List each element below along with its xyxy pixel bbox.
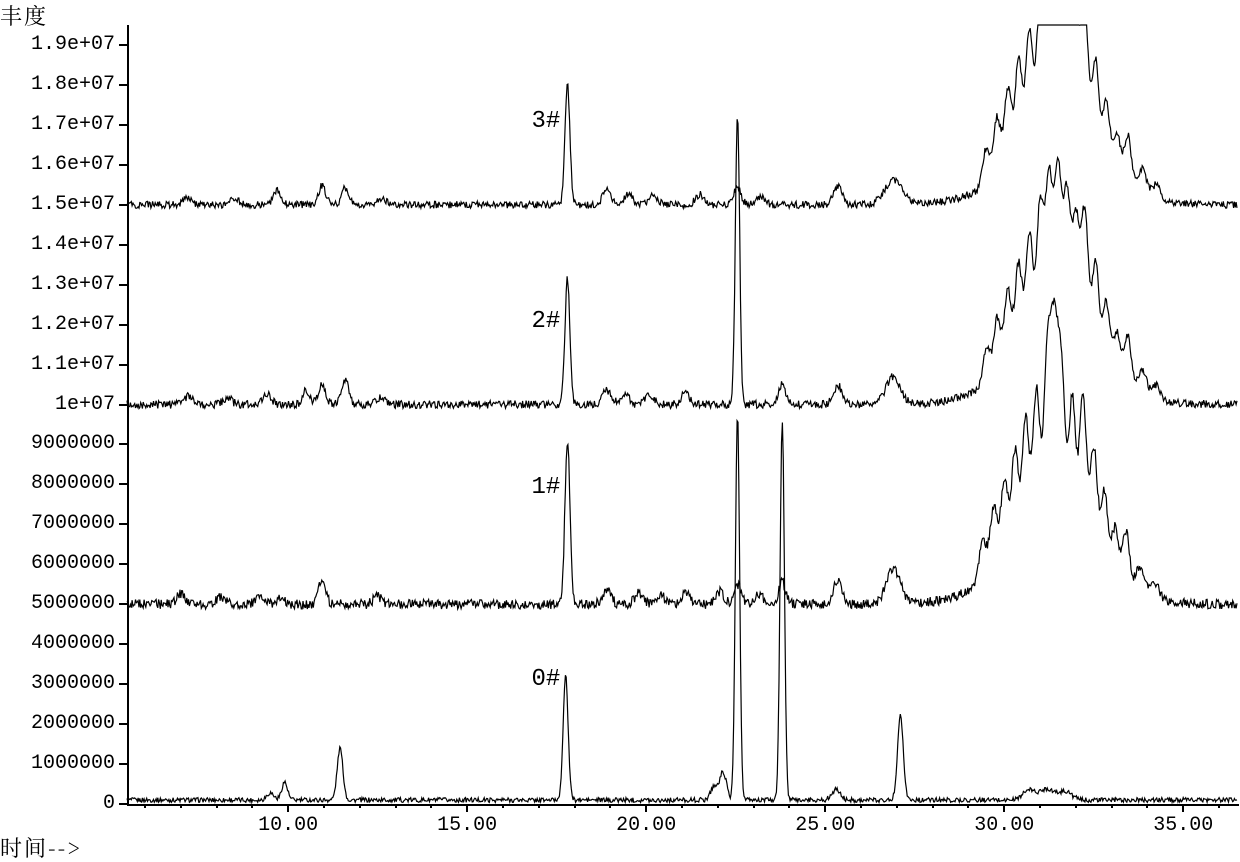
y-tick bbox=[119, 483, 127, 485]
x-minor-tick bbox=[180, 804, 182, 808]
x-tick bbox=[645, 804, 647, 812]
y-tick-label: 1.9e+07 bbox=[31, 33, 115, 56]
y-tick bbox=[119, 44, 127, 46]
y-tick bbox=[119, 523, 127, 525]
x-minor-tick bbox=[609, 804, 611, 808]
y-tick bbox=[119, 244, 127, 246]
x-tick bbox=[1003, 804, 1005, 812]
y-tick-label: 7000000 bbox=[31, 512, 115, 535]
x-minor-tick bbox=[1039, 804, 1041, 808]
y-tick bbox=[119, 164, 127, 166]
y-tick bbox=[119, 364, 127, 366]
y-tick bbox=[119, 803, 127, 805]
x-minor-tick bbox=[1111, 804, 1113, 808]
x-tick-label: 20.00 bbox=[616, 814, 676, 837]
y-tick-label: 1.4e+07 bbox=[31, 233, 115, 256]
y-tick-label: 1.5e+07 bbox=[31, 193, 115, 216]
trace-label-1: 1# bbox=[532, 474, 561, 501]
y-tick bbox=[119, 284, 127, 286]
x-tick-label: 15.00 bbox=[437, 814, 497, 837]
y-tick-label: 2000000 bbox=[31, 712, 115, 735]
x-tick bbox=[824, 804, 826, 812]
x-minor-tick bbox=[932, 804, 934, 808]
y-tick-label: 6000000 bbox=[31, 552, 115, 575]
x-minor-tick bbox=[502, 804, 504, 808]
y-tick bbox=[119, 443, 127, 445]
y-tick bbox=[119, 404, 127, 406]
x-minor-tick bbox=[788, 804, 790, 808]
y-tick-label: 1.7e+07 bbox=[31, 113, 115, 136]
x-minor-tick bbox=[574, 804, 576, 808]
x-tick bbox=[287, 804, 289, 812]
trace-3 bbox=[127, 25, 1237, 208]
y-tick-label: 0 bbox=[103, 792, 115, 815]
x-tick-label: 10.00 bbox=[258, 814, 318, 837]
y-tick bbox=[119, 324, 127, 326]
x-minor-tick bbox=[144, 804, 146, 808]
x-tick-label: 25.00 bbox=[795, 814, 855, 837]
y-tick bbox=[119, 763, 127, 765]
y-tick-label: 8000000 bbox=[31, 472, 115, 495]
x-minor-tick bbox=[216, 804, 218, 808]
y-tick bbox=[119, 643, 127, 645]
chromatogram-traces bbox=[0, 0, 1240, 862]
x-minor-tick bbox=[251, 804, 253, 808]
x-minor-tick bbox=[717, 804, 719, 808]
y-tick-label: 1.8e+07 bbox=[31, 73, 115, 96]
x-minor-tick bbox=[860, 804, 862, 808]
y-tick-label: 3000000 bbox=[31, 672, 115, 695]
y-tick-label: 1.6e+07 bbox=[31, 153, 115, 176]
y-tick bbox=[119, 204, 127, 206]
y-tick-label: 1e+07 bbox=[55, 393, 115, 416]
y-tick bbox=[119, 563, 127, 565]
x-tick-label: 30.00 bbox=[974, 814, 1034, 837]
x-minor-tick bbox=[1146, 804, 1148, 808]
y-tick bbox=[119, 124, 127, 126]
x-minor-tick bbox=[896, 804, 898, 808]
x-tick-label: 35.00 bbox=[1153, 814, 1213, 837]
trace-label-0: 0# bbox=[532, 666, 561, 693]
x-minor-tick bbox=[538, 804, 540, 808]
x-tick bbox=[466, 804, 468, 812]
y-tick bbox=[119, 603, 127, 605]
trace-0 bbox=[127, 421, 1237, 803]
x-minor-tick bbox=[1075, 804, 1077, 808]
y-tick-label: 1.1e+07 bbox=[31, 353, 115, 376]
y-tick-label: 1000000 bbox=[31, 752, 115, 775]
y-tick-label: 1.3e+07 bbox=[31, 273, 115, 296]
x-minor-tick bbox=[967, 804, 969, 808]
trace-label-3: 3# bbox=[532, 108, 561, 135]
y-tick bbox=[119, 84, 127, 86]
y-tick-label: 9000000 bbox=[31, 432, 115, 455]
x-minor-tick bbox=[430, 804, 432, 808]
x-minor-tick bbox=[395, 804, 397, 808]
x-minor-tick bbox=[753, 804, 755, 808]
trace-1 bbox=[127, 298, 1237, 609]
x-minor-tick bbox=[681, 804, 683, 808]
x-minor-tick bbox=[359, 804, 361, 808]
y-tick bbox=[119, 723, 127, 725]
x-minor-tick bbox=[323, 804, 325, 808]
x-tick bbox=[1182, 804, 1184, 812]
y-tick-label: 5000000 bbox=[31, 592, 115, 615]
x-minor-tick bbox=[1218, 804, 1220, 808]
y-tick-label: 4000000 bbox=[31, 632, 115, 655]
y-tick-label: 1.2e+07 bbox=[31, 313, 115, 336]
y-tick bbox=[119, 683, 127, 685]
trace-2 bbox=[127, 119, 1237, 408]
trace-label-2: 2# bbox=[532, 308, 561, 335]
